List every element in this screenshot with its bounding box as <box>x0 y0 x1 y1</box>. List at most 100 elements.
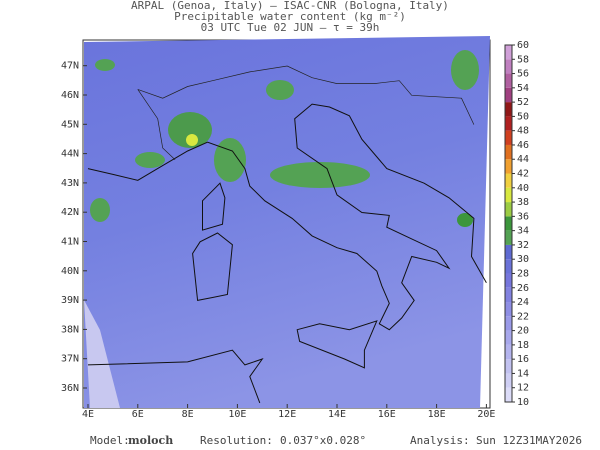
coastline <box>87 103 487 331</box>
colorbar-label: 24 <box>517 297 529 308</box>
colorbar-label: 58 <box>517 54 529 65</box>
colorbar-label: 26 <box>517 283 529 294</box>
colorbar-label: 60 <box>517 40 529 51</box>
footer-value: Sun 12Z31MAY2026 <box>476 434 582 447</box>
colorbar-label: 12 <box>517 383 529 394</box>
coastline <box>192 232 233 301</box>
colorbar-swatch <box>505 45 512 60</box>
colorbar-label: 20 <box>517 326 529 337</box>
colorbar-swatch <box>505 216 512 231</box>
lat-label: 39N <box>61 295 79 306</box>
lat-label: 37N <box>61 354 79 365</box>
header-line: 03 UTC Tue 02 JUN — τ = 39h <box>201 21 380 34</box>
colorbar-label: 50 <box>517 111 529 122</box>
colorbar-label: 22 <box>517 311 529 322</box>
colorbar-swatch <box>505 73 512 88</box>
lat-label: 38N <box>61 324 79 335</box>
colorbar: 10 12 14 16 18 20 22 24 26 28 30 32 34 36 38 40 42 44 46 48… <box>504 40 529 408</box>
colorbar-swatch <box>505 287 512 303</box>
field-high <box>90 198 110 222</box>
footer-label: Model: <box>90 434 130 447</box>
lon-label: 8E <box>182 409 194 420</box>
field-high <box>135 152 165 168</box>
lon-label: 18E <box>428 409 446 420</box>
lat-label: 45N <box>61 119 79 130</box>
colorbar-swatch <box>505 316 512 331</box>
colorbar-swatch <box>505 159 512 174</box>
colorbar-swatch <box>505 344 512 360</box>
colorbar-label: 40 <box>517 183 529 194</box>
coastline <box>87 349 264 404</box>
colorbar-swatch <box>505 116 512 131</box>
colorbar-label: 44 <box>517 154 529 165</box>
colorbar-swatch <box>505 387 512 402</box>
colorbar-swatch <box>505 130 512 145</box>
header-line: ARPAL (Genoa, Italy) — ISAC-CNR (Bologna… <box>131 0 449 12</box>
colorbar-swatch <box>505 330 512 345</box>
border <box>137 65 475 125</box>
lon-label: 12E <box>278 409 296 420</box>
field-low <box>84 300 120 408</box>
colorbar-swatch <box>505 302 512 317</box>
lat-label: 43N <box>61 178 79 189</box>
colorbar-label: 48 <box>517 126 529 137</box>
colorbar-swatch <box>505 259 512 274</box>
lat-label: 40N <box>61 266 79 277</box>
border <box>137 89 176 161</box>
colorbar-swatch <box>505 187 512 203</box>
colorbar-swatch <box>505 230 512 245</box>
footer-value: 0.037°x0.028° <box>280 434 366 447</box>
colorbar-swatch <box>505 273 512 288</box>
map <box>84 36 490 408</box>
field-high <box>457 213 473 227</box>
lon-label: 4E <box>82 409 94 420</box>
colorbar-label: 16 <box>517 354 529 365</box>
lon-label: 6E <box>132 409 144 420</box>
colorbar-swatch <box>505 144 512 160</box>
colorbar-swatch <box>505 359 512 374</box>
colorbar-label: 10 <box>517 397 529 408</box>
field-high <box>266 80 294 100</box>
lon-label: 16E <box>378 409 396 420</box>
colorbar-swatch <box>505 244 512 260</box>
lat-label: 46N <box>61 90 79 101</box>
colorbar-swatch <box>505 373 512 388</box>
field-high <box>168 112 212 148</box>
lat-label: 44N <box>61 149 79 160</box>
colorbar-label: 56 <box>517 69 529 80</box>
colorbar-frame <box>504 44 513 403</box>
lat-label: 42N <box>61 207 79 218</box>
colorbar-label: 34 <box>517 226 529 237</box>
axis-labels: 36N 37N 38N 39N 40N 41N 42N 43N 44N 45N 46N 47N 4E 6E… <box>61 61 495 420</box>
lon-label: 14E <box>328 409 346 420</box>
colorbar-label: 28 <box>517 268 529 279</box>
footer-label: Analysis: <box>410 434 470 447</box>
lon-label: 10E <box>228 409 246 420</box>
colorbar-swatch <box>505 173 512 188</box>
colorbar-label: 54 <box>517 83 529 94</box>
colorbar-swatch <box>505 102 512 117</box>
colorbar-label: 52 <box>517 97 529 108</box>
footer-value: moloch <box>128 434 173 447</box>
colorbar-label: 32 <box>517 240 529 251</box>
lon-label: 20E <box>477 409 495 420</box>
colorbar-label: 14 <box>517 368 529 379</box>
colorbar-label: 30 <box>517 254 529 265</box>
footer-label: Resolution: <box>200 434 273 447</box>
field-high <box>95 59 115 71</box>
coastline <box>296 320 378 369</box>
colorbar-label: 18 <box>517 340 529 351</box>
colorbar-swatch <box>505 202 512 217</box>
colorbar-label: 46 <box>517 140 529 151</box>
colorbar-swatch <box>505 59 512 74</box>
header-line: Precipitable water content (kg m⁻²) <box>174 10 406 23</box>
coastline <box>202 182 226 231</box>
colorbar-label: 42 <box>517 169 529 180</box>
field-high <box>186 134 198 146</box>
colorbar-label: 38 <box>517 197 529 208</box>
lat-label: 41N <box>61 237 79 248</box>
colorbar-label: 36 <box>517 211 529 222</box>
field-high <box>214 138 246 182</box>
field-high <box>270 162 370 188</box>
